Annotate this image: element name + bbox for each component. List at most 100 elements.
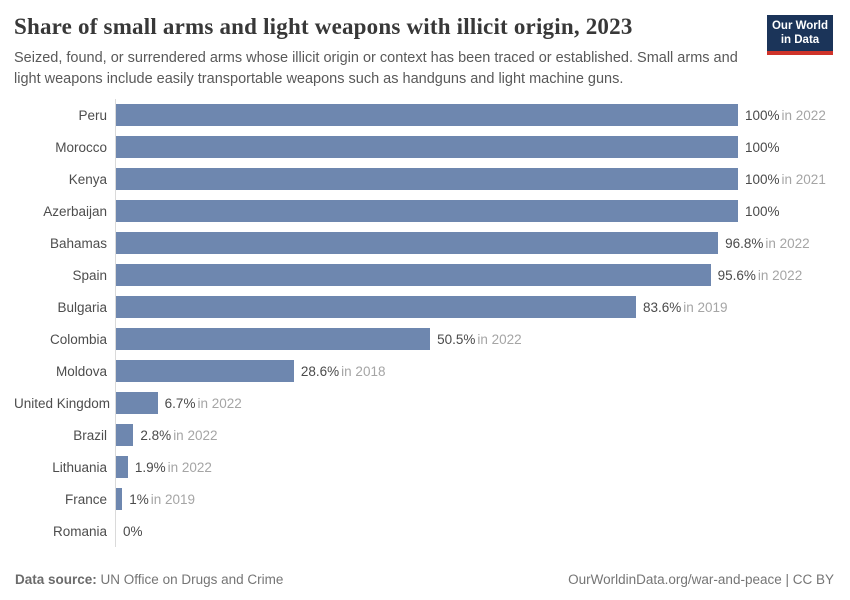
chart-subtitle: Seized, found, or surrendered arms whose… [14, 50, 738, 87]
value-percent: 6.7% [164, 395, 196, 411]
value-year: in 2021 [781, 171, 826, 187]
bar[interactable] [116, 424, 134, 447]
bar[interactable] [116, 456, 128, 479]
bar-track: 100% [115, 195, 835, 228]
country-label: Peru [78, 107, 107, 123]
bar[interactable] [116, 328, 431, 351]
chart-row: Colombia 50.5% in 2022 [14, 323, 835, 356]
bar[interactable] [116, 360, 294, 383]
value-year: in 2022 [781, 107, 826, 123]
value-percent: 1% [129, 491, 149, 507]
value-year: in 2019 [150, 491, 196, 507]
value-label: 95.6% in 2022 [718, 268, 803, 283]
bar[interactable] [116, 392, 158, 415]
country-label: United Kingdom [14, 395, 111, 411]
value-year: in 2022 [167, 459, 212, 475]
value-label: 1.9% in 2022 [135, 460, 212, 475]
bar[interactable] [116, 264, 711, 287]
chart-row: Bulgaria 83.6% in 2019 [14, 291, 835, 324]
bar[interactable] [116, 168, 738, 191]
chart-row: Romania 0% [14, 515, 835, 548]
data-source-value: UN Office on Drugs and Crime [100, 572, 284, 587]
value-percent: 1.9% [134, 459, 166, 475]
value-label: 100% in 2021 [745, 172, 826, 187]
bar-track: 50.5% in 2022 [115, 323, 835, 356]
value-percent: 28.6% [300, 363, 340, 379]
bar[interactable] [116, 488, 123, 511]
owid-logo: Our World in Data [767, 15, 833, 55]
value-year: in 2022 [765, 235, 810, 251]
value-year: in 2022 [173, 427, 218, 443]
bar[interactable] [116, 136, 738, 159]
chart-row: Azerbaijan 100% [14, 195, 835, 228]
country-label: Colombia [49, 331, 107, 347]
value-label: 1% in 2019 [129, 492, 195, 507]
value-percent: 50.5% [437, 331, 476, 347]
chart-row: United Kingdom 6.7% in 2022 [14, 387, 835, 420]
chart-row: Moldova 28.6% in 2018 [14, 355, 835, 388]
owid-logo-line1: Our World [771, 20, 828, 32]
chart-row: France 1% in 2019 [14, 483, 835, 516]
chart-title: Share of small arms and light weapons wi… [14, 14, 633, 39]
bar-track: 0% [115, 515, 835, 548]
country-label: Bahamas [49, 235, 107, 251]
chart-footer: Data source: UN Office on Drugs and Crim… [15, 572, 834, 587]
chart-row: Morocco 100% [14, 131, 835, 164]
country-label: Bulgaria [57, 299, 107, 315]
chart-row: Bahamas 96.8% in 2022 [14, 227, 835, 260]
country-label: Spain [72, 267, 107, 283]
chart-row: Peru 100% in 2022 [14, 99, 835, 132]
value-year: in 2022 [197, 395, 242, 411]
bar-track: 96.8% in 2022 [115, 227, 835, 260]
bar[interactable] [116, 296, 636, 319]
bar-track: 95.6% in 2022 [115, 259, 835, 292]
bar-track: 100% in 2021 [115, 163, 835, 196]
value-percent: 100% [745, 171, 780, 187]
chart-row: Brazil 2.8% in 2022 [14, 419, 835, 452]
value-label: 100% [745, 204, 782, 219]
chart-row: Spain 95.6% in 2022 [14, 259, 835, 292]
bar-track: 1.9% in 2022 [115, 451, 835, 484]
value-percent: 2.8% [140, 427, 172, 443]
bar-track: 100% [115, 131, 835, 164]
value-year: in 2022 [757, 267, 803, 283]
value-label: 28.6% in 2018 [301, 364, 386, 379]
country-label: Lithuania [52, 459, 107, 475]
bar-track: 6.7% in 2022 [115, 387, 835, 420]
value-label: 96.8% in 2022 [725, 236, 810, 251]
chart-row: Kenya 100% in 2021 [14, 163, 835, 196]
value-label: 100% in 2022 [745, 108, 826, 123]
country-label: Brazil [73, 427, 107, 443]
chart-row: Lithuania 1.9% in 2022 [14, 451, 835, 484]
country-label: Romania [52, 523, 107, 539]
value-percent: 100% [745, 139, 780, 155]
data-source: Data source: UN Office on Drugs and Crim… [15, 572, 283, 587]
bar[interactable] [116, 104, 738, 127]
country-label: Azerbaijan [43, 203, 107, 219]
value-percent: 83.6% [642, 299, 682, 315]
bar-track: 83.6% in 2019 [115, 291, 835, 324]
value-label: 6.7% in 2022 [165, 396, 242, 411]
country-label: Morocco [55, 139, 107, 155]
data-source-label: Data source: [15, 572, 97, 587]
value-year: in 2018 [341, 363, 386, 379]
value-label: 2.8% in 2022 [140, 428, 217, 443]
value-year: in 2019 [683, 299, 728, 315]
bar-track: 28.6% in 2018 [115, 355, 835, 388]
value-label: 100% [745, 140, 782, 155]
country-label: Kenya [68, 171, 107, 187]
bar-track: 2.8% in 2022 [115, 419, 835, 452]
bar[interactable] [116, 232, 719, 255]
value-label: 0% [123, 524, 145, 539]
value-percent: 96.8% [725, 235, 764, 251]
value-percent: 100% [745, 203, 780, 219]
value-label: 50.5% in 2022 [437, 332, 522, 347]
country-label: Moldova [55, 363, 107, 379]
owid-logo-line2: in Data [780, 34, 820, 47]
value-year: in 2022 [477, 331, 522, 347]
bar[interactable] [116, 200, 738, 223]
value-percent: 100% [745, 107, 780, 123]
value-percent: 95.6% [717, 267, 756, 283]
bar-track: 100% in 2022 [115, 99, 835, 132]
